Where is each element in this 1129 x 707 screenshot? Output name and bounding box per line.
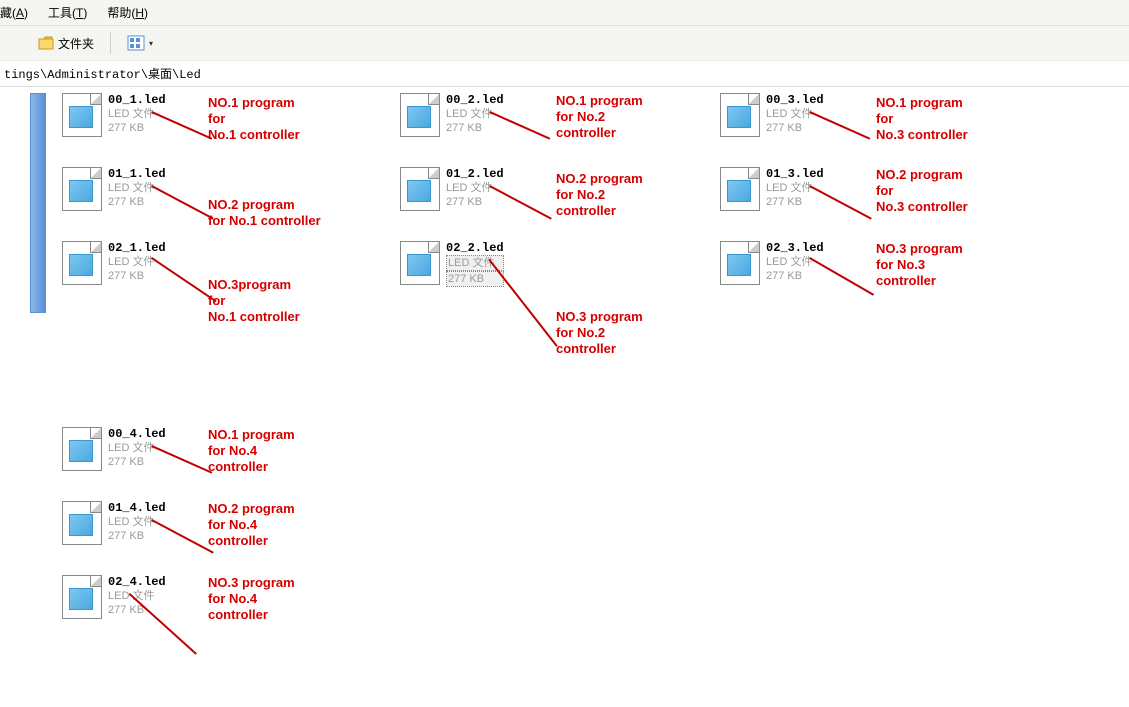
file-icon — [720, 93, 760, 137]
file-name: 01_2.led — [446, 167, 504, 181]
file-item[interactable]: 01_3.ledLED 文件277 KB — [720, 167, 824, 211]
file-icon — [720, 241, 760, 285]
menu-tools[interactable]: 工具(T) — [48, 4, 87, 21]
file-name: 00_3.led — [766, 93, 824, 107]
file-item[interactable]: 00_1.ledLED 文件277 KB — [62, 93, 166, 137]
annotation-label: NO.3 programfor No.2controller — [556, 309, 643, 357]
folders-button[interactable]: 文件夹 — [32, 33, 100, 54]
annotation-label: NO.1 programfor No.2controller — [556, 93, 643, 141]
file-icon — [62, 167, 102, 211]
menu-favorites[interactable]: 藏(A) — [0, 4, 28, 21]
file-item[interactable]: 01_4.ledLED 文件277 KB — [62, 501, 166, 545]
file-item[interactable]: 02_3.ledLED 文件277 KB — [720, 241, 824, 285]
file-icon — [62, 501, 102, 545]
annotation-label: NO.2 programfor No.4controller — [208, 501, 295, 549]
annotation-label: NO.3 programfor No.4controller — [208, 575, 295, 623]
file-icon — [400, 93, 440, 137]
file-name: 01_4.led — [108, 501, 166, 515]
file-name: 02_1.led — [108, 241, 166, 255]
file-icon — [62, 427, 102, 471]
file-size: 277 KB — [108, 529, 166, 543]
address-bar[interactable]: tings\Administrator\桌面\Led — [0, 61, 1129, 87]
file-icon — [400, 241, 440, 285]
annotation-label: NO.3 programfor No.3controller — [876, 241, 963, 289]
file-item[interactable]: 01_2.ledLED 文件277 KB — [400, 167, 504, 211]
address-path: tings\Administrator\桌面\Led — [4, 68, 201, 82]
file-icon — [62, 241, 102, 285]
annotation-label: NO.3programforNo.1 controller — [208, 277, 300, 325]
annotation-label: NO.1 programforNo.3 controller — [876, 95, 968, 143]
file-size: 277 KB — [108, 269, 166, 283]
file-name: 00_2.led — [446, 93, 504, 107]
folder-icon — [38, 36, 54, 50]
annotation-line — [489, 259, 558, 347]
file-icon — [400, 167, 440, 211]
file-size: 277 KB — [108, 455, 166, 469]
file-size: 277 KB — [766, 195, 824, 209]
file-icon — [720, 167, 760, 211]
file-item[interactable]: 02_2.ledLED 文件277 KB — [400, 241, 504, 287]
file-name: 02_2.led — [446, 241, 504, 255]
file-icon — [62, 575, 102, 619]
annotation-label: NO.2 programfor No.2controller — [556, 171, 643, 219]
file-size: 277 KB — [766, 269, 824, 283]
file-icon — [62, 93, 102, 137]
menubar: 藏(A) 工具(T) 帮助(H) — [0, 0, 1129, 25]
annotation-label: NO.2 programfor No.1 controller — [208, 197, 321, 229]
file-item[interactable]: 01_1.ledLED 文件277 KB — [62, 167, 166, 211]
menu-help[interactable]: 帮助(H) — [107, 4, 148, 21]
file-name: 00_4.led — [108, 427, 166, 441]
annotation-label: NO.1 programfor No.4controller — [208, 427, 295, 475]
sidebar-strip — [30, 93, 46, 313]
file-name: 00_1.led — [108, 93, 166, 107]
file-size: 277 KB — [108, 195, 166, 209]
file-size: 277 KB — [446, 195, 504, 209]
toolbar-divider — [110, 32, 111, 54]
view-button[interactable]: ▾ — [121, 33, 159, 53]
folders-label: 文件夹 — [58, 35, 94, 52]
file-name: 02_4.led — [108, 575, 166, 589]
file-item[interactable]: 00_4.ledLED 文件277 KB — [62, 427, 166, 471]
file-name: 01_3.led — [766, 167, 824, 181]
file-info: 02_4.ledLED 文件277 KB — [108, 575, 166, 617]
file-name: 02_3.led — [766, 241, 824, 255]
dropdown-arrow-icon: ▾ — [149, 39, 153, 48]
toolbar: 文件夹 ▾ — [0, 25, 1129, 61]
file-item[interactable]: 00_3.ledLED 文件277 KB — [720, 93, 824, 137]
file-pane: 00_1.ledLED 文件277 KB NO.1 programforNo.1 … — [0, 87, 1129, 707]
file-size: 277 KB — [108, 603, 166, 617]
file-info: 02_2.ledLED 文件277 KB — [446, 241, 504, 287]
file-name: 01_1.led — [108, 167, 166, 181]
file-item[interactable]: 02_1.ledLED 文件277 KB — [62, 241, 166, 285]
view-icon — [127, 35, 145, 51]
file-size: 277 KB — [446, 121, 504, 135]
file-size: 277 KB — [108, 121, 166, 135]
annotation-label: NO.2 programforNo.3 controller — [876, 167, 968, 215]
annotation-label: NO.1 programforNo.1 controller — [208, 95, 300, 143]
file-item[interactable]: 00_2.ledLED 文件277 KB — [400, 93, 504, 137]
file-size: 277 KB — [446, 271, 504, 287]
file-size: 277 KB — [766, 121, 824, 135]
